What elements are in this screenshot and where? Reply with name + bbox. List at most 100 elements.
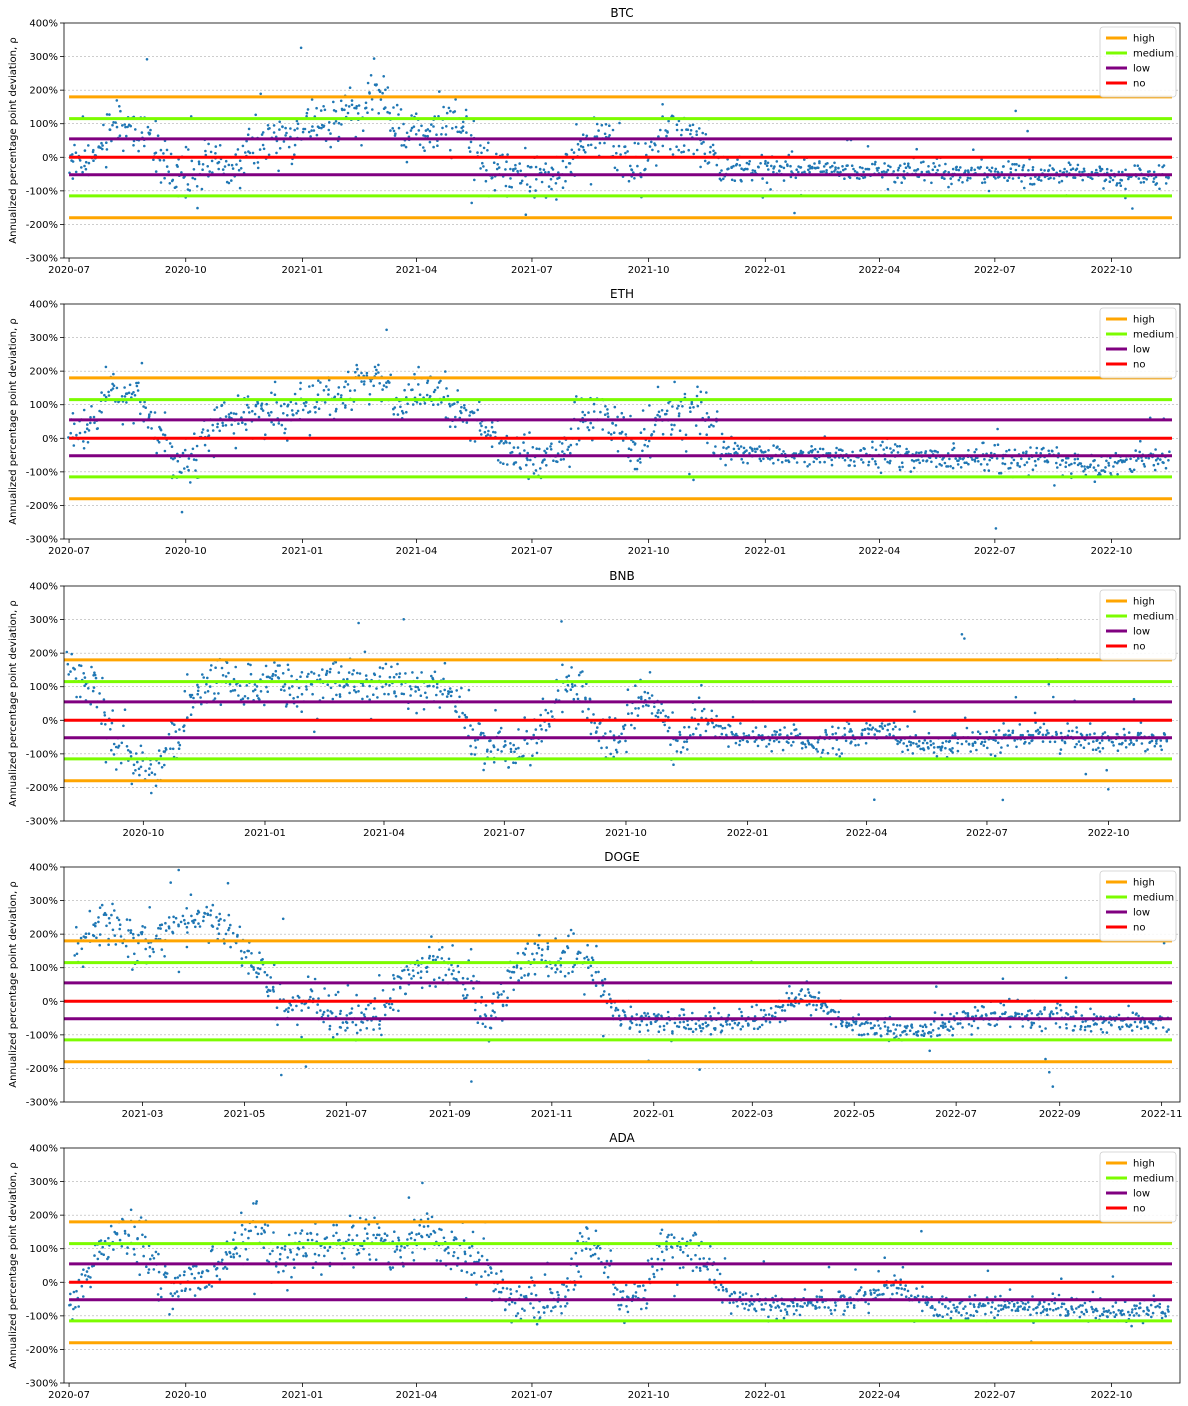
data-point <box>627 179 631 183</box>
data-point <box>1094 468 1097 472</box>
data-point <box>264 433 267 437</box>
data-point <box>1039 1010 1042 1013</box>
data-point <box>262 147 266 151</box>
data-point <box>111 902 114 906</box>
data-point <box>302 1246 305 1249</box>
data-point <box>938 462 941 466</box>
data-point <box>898 468 902 472</box>
data-point <box>132 144 135 147</box>
data-point <box>723 726 727 730</box>
data-point <box>565 153 569 156</box>
data-point <box>790 732 793 735</box>
data-point <box>388 381 391 384</box>
data-point <box>840 1024 844 1028</box>
data-point <box>845 1025 849 1029</box>
data-point <box>305 685 308 688</box>
data-point <box>141 1233 144 1237</box>
data-point <box>124 944 128 948</box>
data-point <box>887 164 890 168</box>
data-point <box>287 1006 291 1010</box>
data-point <box>817 991 821 994</box>
data-point <box>122 149 125 153</box>
data-point <box>172 920 176 924</box>
data-point <box>400 692 404 695</box>
data-point <box>435 686 439 689</box>
data-point <box>604 405 607 408</box>
data-point <box>252 1202 255 1205</box>
data-point <box>165 148 169 152</box>
data-point <box>581 133 585 136</box>
data-point <box>423 149 426 152</box>
data-point <box>1073 1024 1077 1028</box>
data-point <box>534 469 538 472</box>
data-point <box>924 450 928 453</box>
data-point <box>107 1236 110 1240</box>
data-point <box>908 166 911 169</box>
data-point <box>100 903 104 907</box>
data-point <box>92 159 95 162</box>
data-point <box>636 714 640 717</box>
data-point <box>967 742 971 746</box>
data-point <box>293 128 297 132</box>
data-point <box>912 1032 916 1036</box>
data-point <box>852 167 855 171</box>
data-point <box>1066 456 1070 460</box>
data-point <box>279 404 283 408</box>
y-tick-label: 300% <box>29 333 58 344</box>
data-point <box>1065 1026 1068 1030</box>
data-point <box>606 412 609 415</box>
data-point <box>493 189 497 192</box>
data-point <box>683 740 686 744</box>
data-point <box>310 98 314 101</box>
data-point <box>594 984 598 987</box>
data-point <box>312 129 316 132</box>
data-point <box>889 447 892 450</box>
data-point <box>963 637 966 640</box>
data-point <box>317 407 321 411</box>
data-point <box>540 180 544 184</box>
data-point <box>148 767 151 770</box>
data-point <box>492 161 496 164</box>
data-point <box>139 412 142 416</box>
data-point <box>592 402 596 406</box>
data-point <box>1089 1007 1092 1011</box>
data-point <box>987 189 991 193</box>
data-point <box>1000 746 1003 749</box>
data-point <box>164 921 167 925</box>
data-point <box>159 754 163 758</box>
data-point <box>739 178 743 182</box>
data-point <box>531 754 534 757</box>
data-point <box>1048 1015 1052 1018</box>
data-point <box>517 979 520 982</box>
data-point <box>888 461 891 465</box>
data-point <box>443 661 447 665</box>
data-point <box>699 165 702 169</box>
data-point <box>439 379 442 383</box>
data-point <box>939 1024 943 1028</box>
data-point <box>640 695 643 699</box>
data-point <box>637 696 640 699</box>
data-point <box>772 444 775 447</box>
data-point <box>201 428 205 431</box>
data-point <box>211 925 215 928</box>
data-point <box>118 927 121 931</box>
data-point <box>1031 166 1035 169</box>
data-point <box>441 692 444 696</box>
data-point <box>541 697 545 701</box>
data-point <box>648 671 652 674</box>
data-point <box>933 1011 937 1014</box>
data-point <box>972 1019 976 1023</box>
data-point <box>643 690 647 694</box>
scatter-series <box>73 868 1170 1088</box>
data-point <box>340 1251 344 1255</box>
axes-frame <box>63 866 1181 1103</box>
data-point <box>418 393 422 397</box>
data-point <box>700 142 703 145</box>
data-point <box>1139 181 1143 184</box>
data-point <box>241 144 245 148</box>
data-point <box>1108 180 1112 183</box>
data-point <box>666 130 669 133</box>
data-point <box>400 683 403 686</box>
data-point <box>799 166 803 169</box>
